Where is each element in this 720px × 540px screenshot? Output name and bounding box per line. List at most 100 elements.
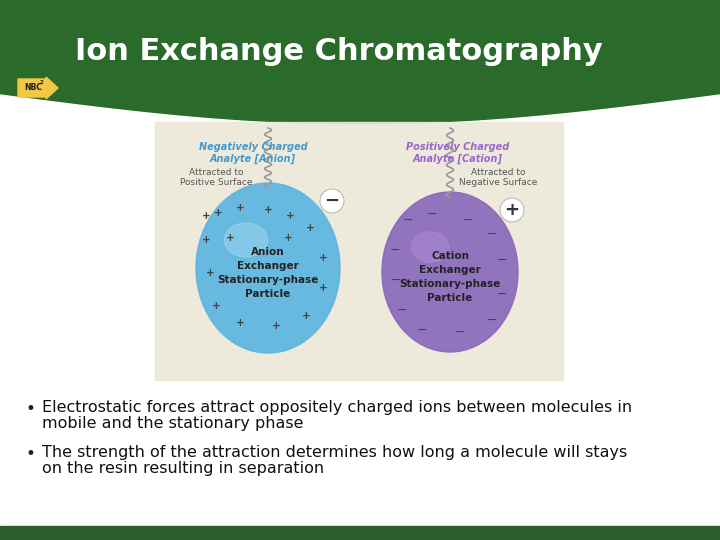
Bar <box>0 14 720 16</box>
Text: +: + <box>286 211 294 221</box>
Text: +: + <box>284 233 292 243</box>
Text: −: − <box>463 213 473 226</box>
Bar <box>0 6 720 9</box>
Bar <box>0 46 720 48</box>
Text: −: − <box>391 273 401 287</box>
Bar <box>0 65 720 67</box>
Text: −: − <box>325 192 340 210</box>
Bar <box>0 68 720 70</box>
Bar <box>0 43 720 45</box>
Bar <box>0 58 720 60</box>
FancyArrow shape <box>18 77 58 99</box>
Text: Attracted to
Positive Surface: Attracted to Positive Surface <box>180 168 252 187</box>
Text: +: + <box>202 211 210 221</box>
Bar <box>0 33 720 35</box>
Text: +: + <box>214 208 222 218</box>
Bar <box>0 54 720 56</box>
Bar <box>0 66 720 69</box>
Bar <box>0 24 720 26</box>
Text: +: + <box>505 201 520 219</box>
Bar <box>0 3 720 5</box>
Circle shape <box>500 198 524 222</box>
Text: −: − <box>417 323 427 336</box>
Bar <box>0 84 720 86</box>
Bar <box>0 63 720 65</box>
Bar <box>0 57 720 59</box>
Bar <box>0 79 720 81</box>
Text: +: + <box>202 235 210 245</box>
Bar <box>0 81 720 83</box>
Bar <box>0 526 720 540</box>
Bar <box>0 32 720 33</box>
Bar <box>0 62 720 64</box>
Text: −: − <box>487 227 498 240</box>
Text: The strength of the attraction determines how long a molecule will stays: The strength of the attraction determine… <box>42 445 627 460</box>
Text: •: • <box>25 445 35 463</box>
Bar <box>0 38 720 40</box>
Text: −: − <box>497 287 508 300</box>
Text: +: + <box>212 301 220 311</box>
Text: +: + <box>305 223 315 233</box>
Ellipse shape <box>411 232 449 262</box>
Bar <box>0 39 720 42</box>
Ellipse shape <box>196 183 340 353</box>
Bar <box>0 30 720 32</box>
Bar <box>0 82 720 84</box>
Text: −: − <box>402 213 413 226</box>
Text: +: + <box>235 203 244 213</box>
Bar <box>0 92 720 94</box>
Bar <box>0 93 720 96</box>
Text: Negatively Charged
Analyte [Anion]: Negatively Charged Analyte [Anion] <box>199 142 307 164</box>
Bar <box>155 122 563 380</box>
Text: +: + <box>206 268 215 278</box>
Text: Attracted to
Negative Surface: Attracted to Negative Surface <box>459 168 537 187</box>
Ellipse shape <box>225 223 268 257</box>
Bar <box>0 2 720 4</box>
Bar <box>0 52 720 55</box>
Text: on the resin resulting in separation: on the resin resulting in separation <box>42 461 324 476</box>
Circle shape <box>320 189 344 213</box>
Text: +: + <box>264 205 272 215</box>
Bar <box>0 16 720 18</box>
Bar <box>0 27 720 29</box>
Bar <box>0 78 720 80</box>
Bar <box>0 41 720 43</box>
Text: Ion Exchange Chromatography: Ion Exchange Chromatography <box>75 37 603 66</box>
Text: +: + <box>271 321 280 331</box>
Text: •: • <box>25 400 35 418</box>
Bar <box>0 25 720 28</box>
Bar <box>0 11 720 13</box>
Bar <box>0 70 720 72</box>
Text: −: − <box>455 326 465 339</box>
Bar <box>0 56 720 57</box>
Bar <box>0 36 720 38</box>
Text: mobile and the stationary phase: mobile and the stationary phase <box>42 416 304 431</box>
Text: +: + <box>302 311 310 321</box>
Bar <box>0 85 720 87</box>
Bar <box>0 5 720 7</box>
Bar <box>0 76 720 78</box>
Text: −: − <box>390 244 400 256</box>
Text: −: − <box>397 303 408 316</box>
Bar <box>0 35 720 37</box>
Bar <box>0 87 720 89</box>
Text: 2: 2 <box>40 80 44 85</box>
Bar <box>0 17 720 19</box>
Bar <box>0 89 720 91</box>
Bar <box>0 22 720 24</box>
Bar <box>0 51 720 53</box>
Bar <box>0 29 720 31</box>
Bar <box>0 12 720 15</box>
Bar <box>0 75 720 77</box>
Text: Positively Charged
Analyte [Cation]: Positively Charged Analyte [Cation] <box>406 142 510 164</box>
Ellipse shape <box>382 192 518 352</box>
Text: Electrostatic forces attract oppositely charged ions between molecules in: Electrostatic forces attract oppositely … <box>42 400 632 415</box>
Text: +: + <box>319 283 328 293</box>
Bar <box>0 19 720 21</box>
Bar <box>0 44 720 46</box>
Bar <box>0 71 720 73</box>
Text: +: + <box>319 253 328 263</box>
Bar <box>0 60 720 62</box>
Text: −: − <box>497 253 508 267</box>
Text: NBC: NBC <box>24 84 42 92</box>
